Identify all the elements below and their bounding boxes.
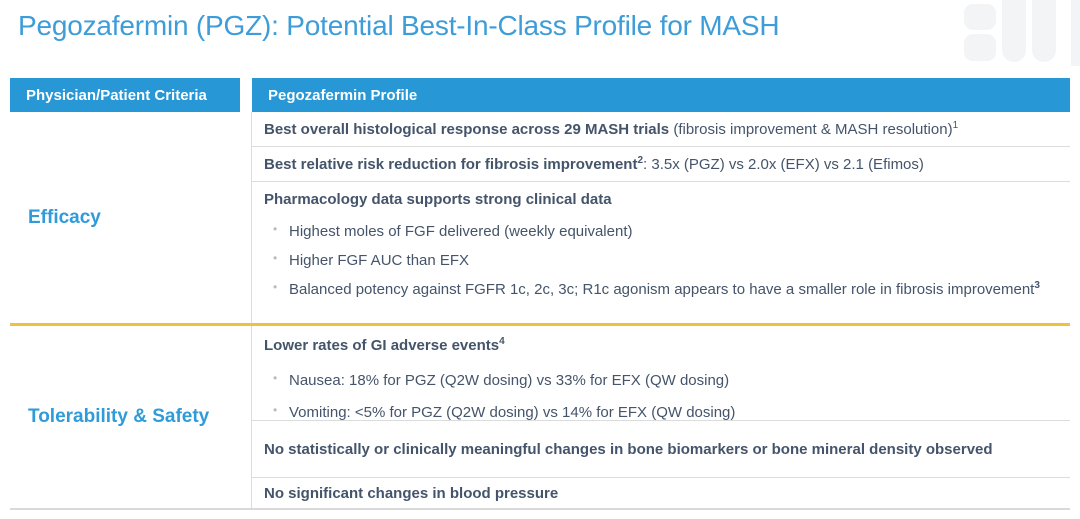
bullet-item: Balanced potency against FGFR 1c, 2c, 3c… [270, 279, 1058, 301]
text-segment: 1 [952, 119, 959, 131]
text-segment: Lower rates of GI adverse events [264, 337, 500, 354]
logo-shape [1071, 0, 1080, 66]
row-text: Pharmacology data supports strong clinic… [264, 189, 1058, 210]
profile-row: No statistically or clinically meaningfu… [252, 421, 1070, 478]
row-text: No significant changes in blood pressure [264, 483, 1058, 504]
profile-row: Best overall histological response acros… [252, 112, 1070, 147]
text-segment: Highest moles of FGF delivered (weekly e… [289, 223, 633, 240]
criteria-label: Tolerability & Safety [28, 406, 210, 427]
text-segment: 4 [499, 336, 505, 347]
text-segment: Nausea: 18% for PGZ (Q2W dosing) vs 33% … [289, 372, 730, 389]
row-text: Lower rates of GI adverse events4 [264, 335, 1058, 356]
text-segment: Higher FGF AUC than EFX [289, 251, 470, 269]
text-segment: Vomiting: <5% for PGZ (Q2W dosing) vs 14… [289, 403, 736, 421]
bullet-list: Highest moles of FGF delivered (weekly e… [270, 214, 1058, 300]
bullet-item: Higher FGF AUC than EFX [270, 250, 1058, 272]
text-segment: Pharmacology data supports strong clinic… [264, 191, 612, 208]
logo-shape [964, 34, 996, 61]
bullet-list: Nausea: 18% for PGZ (Q2W dosing) vs 33% … [270, 360, 1058, 424]
section-efficacy: Efficacy Best overall histological respon… [10, 112, 1070, 326]
text-segment: Best relative risk reduction for fibrosi… [264, 155, 638, 173]
company-logo-watermark [940, 0, 1080, 72]
text-segment: 2 [637, 154, 644, 166]
profile-row: No significant changes in blood pressure [252, 478, 1070, 508]
bullet-item: Highest moles of FGF delivered (weekly e… [270, 221, 1058, 243]
criteria-cell-efficacy: Efficacy [10, 112, 252, 323]
row-text: Best overall histological response acros… [264, 119, 1058, 140]
text-segment: (fibrosis improvement & MASH resolution) [669, 120, 953, 138]
criteria-label: Efficacy [28, 206, 101, 228]
bullet-item: Nausea: 18% for PGZ (Q2W dosing) vs 33% … [270, 370, 1058, 392]
text-segment: : 3.5x (PGZ) vs 2.0x (EFX) vs 2.1 (Efimo… [643, 155, 924, 173]
profile-row: Lower rates of GI adverse events4 Nausea:… [252, 326, 1070, 421]
profile-row: Best relative risk reduction for fibrosi… [252, 147, 1070, 182]
text-segment: 3 [1034, 279, 1040, 291]
logo-shape [964, 4, 996, 30]
profile-row: Pharmacology data supports strong clinic… [252, 182, 1070, 323]
criteria-cell-tolerability: Tolerability & Safety [10, 326, 252, 508]
row-text: Best relative risk reduction for fibrosi… [264, 154, 1058, 175]
logo-shape [1002, 0, 1026, 62]
column-header-criteria: Physician/Patient Criteria [10, 78, 240, 112]
profile-table: Physician/Patient Criteria Pegozafermin … [10, 78, 1070, 510]
text-segment: No statistically or clinically meaningfu… [264, 440, 993, 458]
text-segment: No significant changes in blood pressure [264, 484, 559, 502]
text-segment: Balanced potency against FGFR 1c, 2c, 3c… [289, 280, 1035, 298]
bullet-item: Vomiting: <5% for PGZ (Q2W dosing) vs 14… [270, 402, 1058, 424]
table-body: Efficacy Best overall histological respon… [10, 112, 1070, 508]
profile-rows: Best overall histological response acros… [252, 112, 1070, 323]
page-title: Pegozafermin (PGZ): Potential Best-In-Cl… [18, 10, 780, 41]
section-tolerability: Tolerability & Safety Lower rates of GI a… [10, 326, 1070, 508]
column-header-profile: Pegozafermin Profile [252, 78, 1070, 112]
text-segment: Best overall histological response acros… [264, 120, 670, 138]
logo-shape [1032, 0, 1056, 62]
table-header-row: Physician/Patient Criteria Pegozafermin … [10, 78, 1070, 112]
profile-rows: Lower rates of GI adverse events4 Nausea:… [252, 326, 1070, 508]
row-text: No statistically or clinically meaningfu… [264, 439, 1058, 460]
